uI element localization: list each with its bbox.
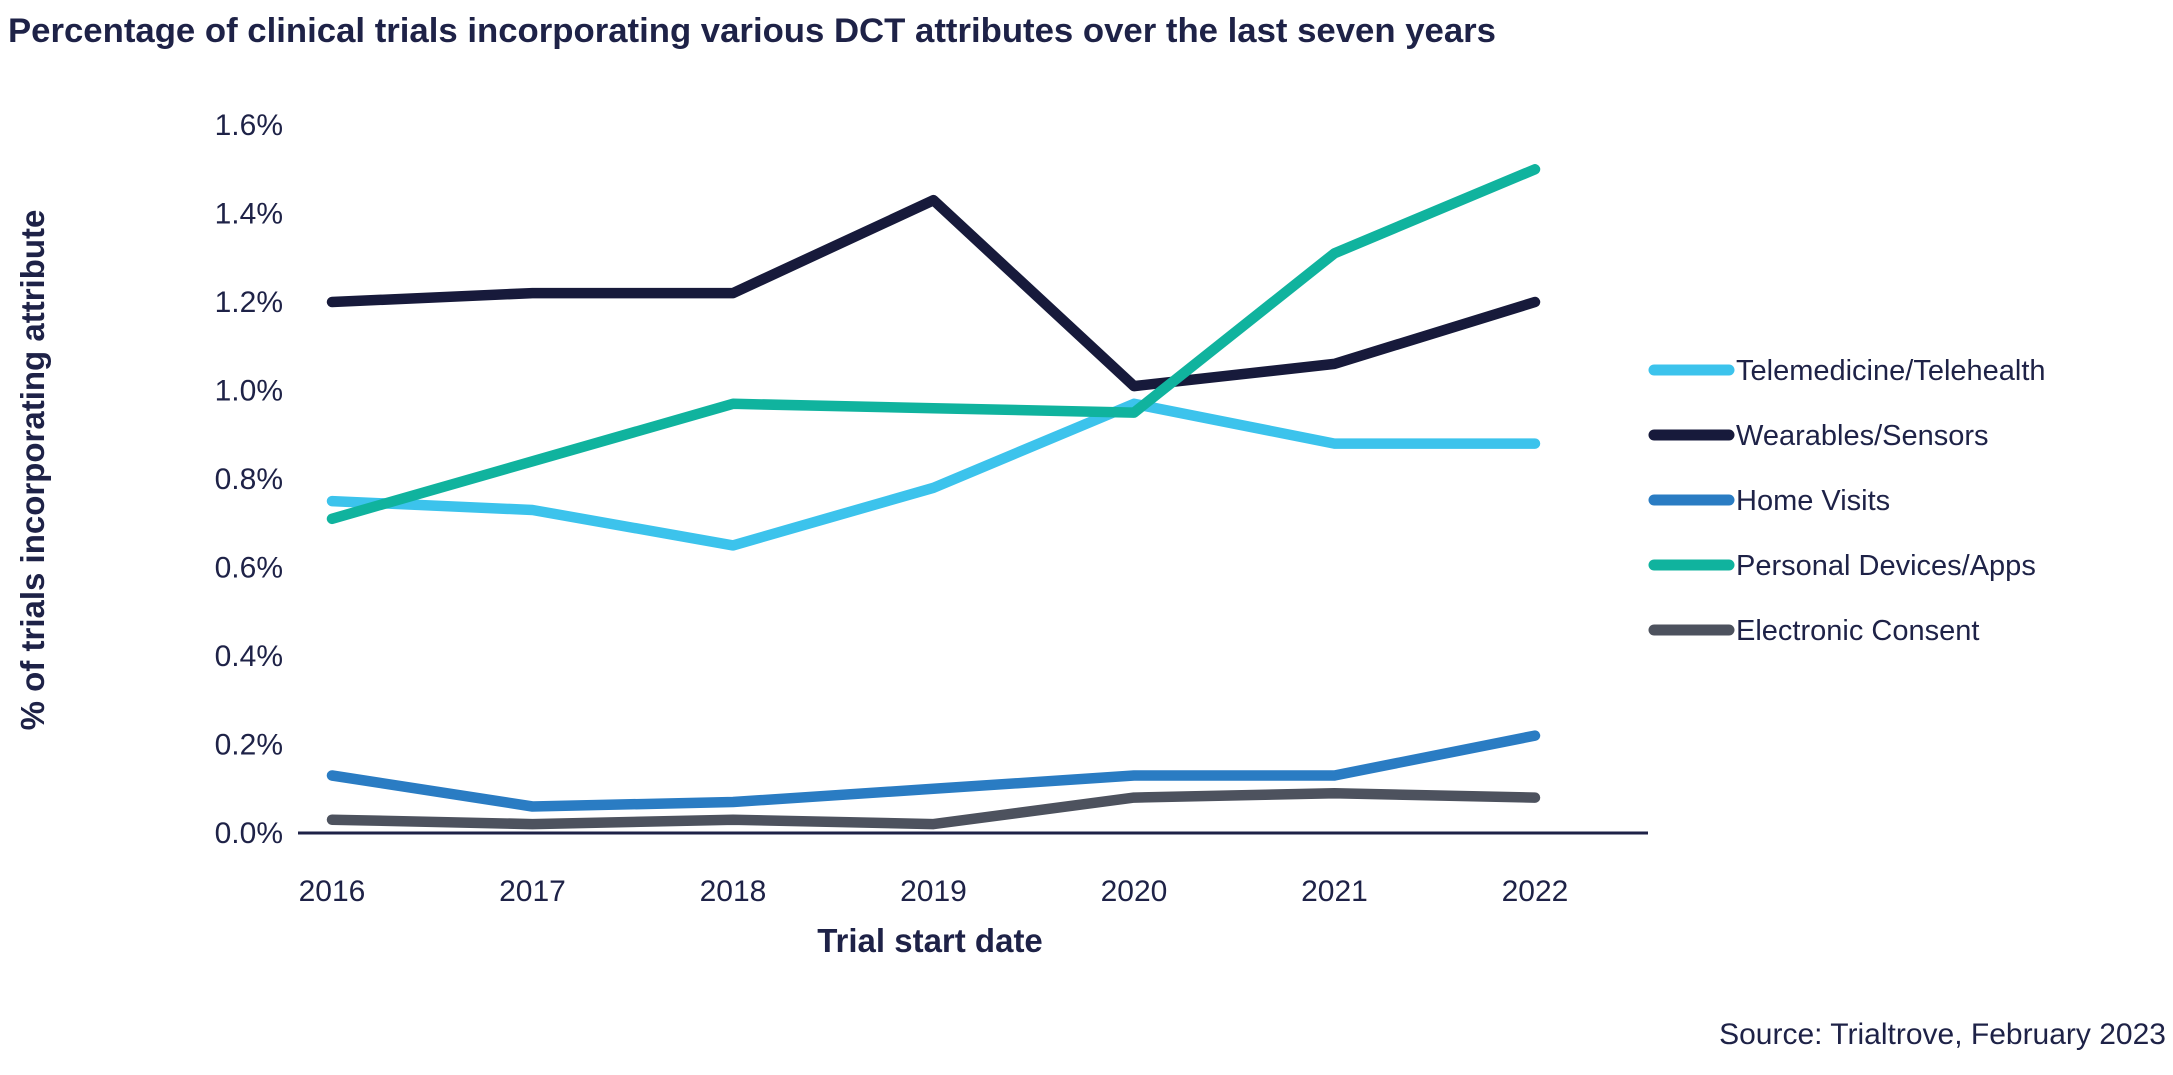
x-tick-label: 2021 (1301, 875, 1368, 908)
series-line-personal-devices-apps (326, 164, 1541, 525)
series-line-wearables-sensors (326, 194, 1541, 392)
y-axis-title: % of trials incorporating attribute (14, 210, 51, 731)
legend-label: Personal Devices/Apps (1736, 550, 2036, 582)
legend-item: Wearables/Sensors (1648, 420, 1989, 452)
series-line-home-visits (326, 730, 1541, 812)
x-tick-label: 2018 (700, 875, 767, 908)
legend-item: Electronic Consent (1648, 615, 1979, 647)
y-tick-label: 0.4% (215, 640, 283, 673)
y-tick-label: 0.8% (215, 463, 283, 496)
legend-label: Telemedicine/Telehealth (1736, 355, 2046, 387)
y-tick-label: 1.6% (215, 109, 283, 142)
chart-title: Percentage of clinical trials incorporat… (8, 12, 1496, 50)
series-line-telemedicine-telehealth (326, 398, 1541, 551)
series-line-electronic-consent (326, 787, 1541, 830)
x-tick-label: 2016 (299, 875, 366, 908)
y-tick-label: 1.0% (215, 375, 283, 408)
legend-item: Personal Devices/Apps (1648, 550, 2036, 582)
x-axis-tick-labels: 2016 2017 2018 2019 2020 2021 2022 (299, 875, 1569, 908)
legend-label: Electronic Consent (1736, 615, 1979, 647)
legend-item: Telemedicine/Telehealth (1648, 355, 2046, 387)
legend: Telemedicine/Telehealth Wearables/Sensor… (1648, 355, 2046, 647)
y-tick-label: 1.4% (215, 198, 283, 231)
y-tick-label: 0.2% (215, 729, 283, 762)
x-tick-label: 2017 (499, 875, 566, 908)
legend-label: Wearables/Sensors (1736, 420, 1989, 452)
y-axis-tick-labels: 0.0% 0.2% 0.4% 0.6% 0.8% 1.0% 1.2% 1.4% … (215, 109, 283, 850)
x-axis-title: Trial start date (817, 922, 1043, 959)
legend-label: Home Visits (1736, 485, 1890, 517)
y-tick-label: 0.6% (215, 552, 283, 585)
x-tick-label: 2020 (1101, 875, 1168, 908)
y-tick-label: 0.0% (215, 817, 283, 850)
series-lines (326, 164, 1541, 830)
legend-item: Home Visits (1648, 485, 1890, 517)
x-tick-label: 2022 (1502, 875, 1569, 908)
source-note: Source: Trialtrove, February 2023 (1719, 1018, 2166, 1051)
y-tick-label: 1.2% (215, 286, 283, 319)
x-tick-label: 2019 (900, 875, 967, 908)
